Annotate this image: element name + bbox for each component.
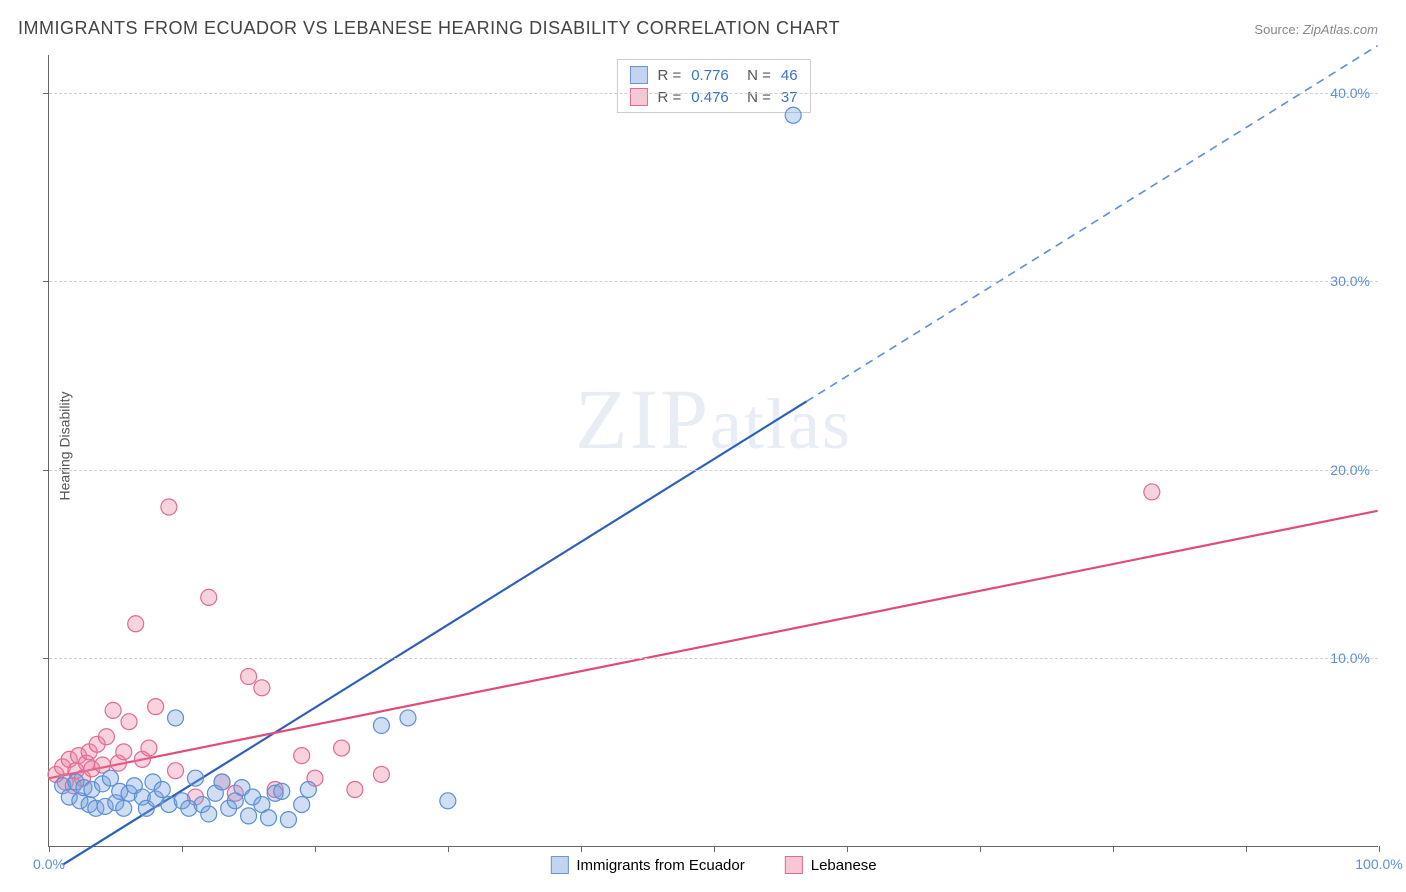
x-tick	[448, 846, 449, 852]
x-tick	[581, 846, 582, 852]
legend-item-lebanese: Lebanese	[785, 856, 877, 874]
source-value: ZipAtlas.com	[1303, 22, 1378, 37]
x-tick	[315, 846, 316, 852]
legend-item-ecuador: Immigrants from Ecuador	[550, 856, 744, 874]
swatch-icon	[550, 856, 568, 874]
x-tick	[847, 846, 848, 852]
chart-svg	[49, 55, 1378, 846]
x-tick	[1379, 846, 1380, 852]
x-tick	[714, 846, 715, 852]
grid-line	[49, 658, 1378, 659]
y-tick-label: 20.0%	[1330, 462, 1370, 478]
y-tick	[43, 93, 49, 94]
plot-area: ZIPatlas R = 0.776 N = 46 R = 0.476 N = …	[48, 55, 1378, 847]
source-attribution: Source: ZipAtlas.com	[1254, 22, 1378, 37]
y-tick	[43, 470, 49, 471]
x-tick	[980, 846, 981, 852]
y-tick-label: 40.0%	[1330, 85, 1370, 101]
y-tick	[43, 658, 49, 659]
bottom-legend: Immigrants from Ecuador Lebanese	[550, 856, 876, 874]
chart-title: IMMIGRANTS FROM ECUADOR VS LEBANESE HEAR…	[18, 18, 840, 39]
y-tick	[43, 281, 49, 282]
chart-container: IMMIGRANTS FROM ECUADOR VS LEBANESE HEAR…	[0, 0, 1406, 892]
x-tick-label: 100.0%	[1355, 856, 1402, 872]
x-tick-label: 0.0%	[33, 856, 65, 872]
x-tick	[1246, 846, 1247, 852]
x-tick	[182, 846, 183, 852]
y-tick-label: 30.0%	[1330, 273, 1370, 289]
x-tick	[49, 846, 50, 852]
swatch-icon	[785, 856, 803, 874]
source-label: Source:	[1254, 22, 1299, 37]
legend-label: Immigrants from Ecuador	[576, 857, 744, 874]
grid-line	[49, 470, 1378, 471]
x-tick	[1113, 846, 1114, 852]
y-tick-label: 10.0%	[1330, 650, 1370, 666]
grid-line	[49, 281, 1378, 282]
legend-label: Lebanese	[811, 857, 877, 874]
grid-line	[49, 93, 1378, 94]
